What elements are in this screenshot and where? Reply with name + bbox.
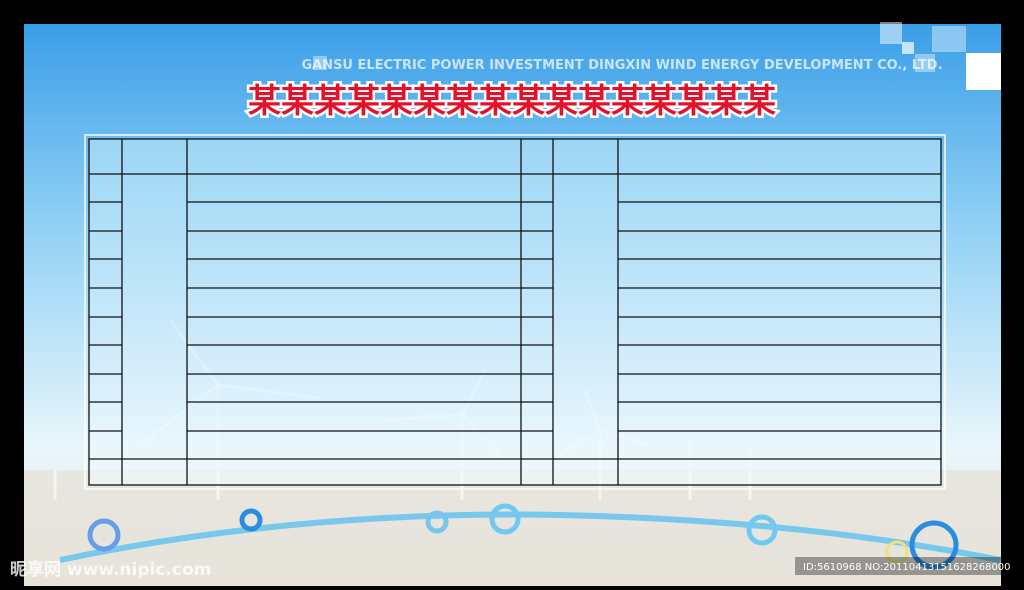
watermark-bg (795, 557, 1005, 575)
rings (87, 503, 959, 570)
watermark-site: 昵享网 www.nipic.com (10, 559, 211, 580)
deco-squares (313, 22, 1001, 90)
table-frame (84, 134, 946, 490)
watermark-id: ID:5610968 NO:20110413151628268000 (803, 562, 1011, 573)
title: 某某某某某某某某某某某某某某某某 (248, 81, 776, 120)
wave (59, 511, 1001, 563)
company-name: GANSU ELECTRIC POWER INVESTMENT DINGXIN … (301, 58, 942, 73)
table (88, 138, 942, 486)
